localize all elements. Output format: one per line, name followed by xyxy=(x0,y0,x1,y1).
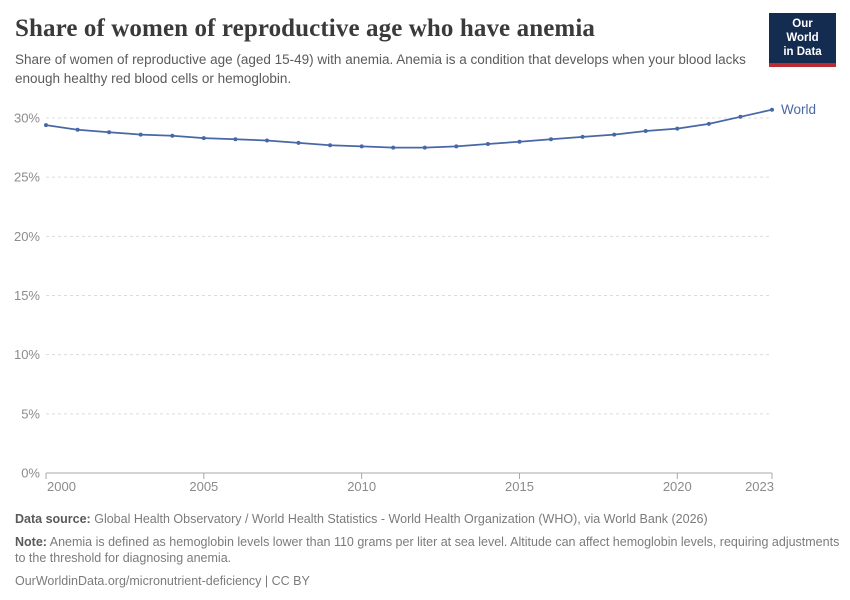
citation[interactable]: OurWorldinData.org/micronutrient-deficie… xyxy=(15,573,310,588)
chart-header: Share of women of reproductive age who h… xyxy=(0,0,850,88)
world-data-point[interactable] xyxy=(643,129,648,133)
y-tick-label: 15% xyxy=(14,288,40,303)
world-data-point[interactable] xyxy=(138,132,143,137)
note-text: Anemia is defined as hemoglobin levels l… xyxy=(15,534,840,566)
world-data-point[interactable] xyxy=(706,121,711,126)
world-data-point[interactable] xyxy=(75,127,80,132)
x-tick-label: 2020 xyxy=(663,479,692,494)
y-tick-label: 5% xyxy=(21,406,40,421)
data-source-row: Data source: Global Health Observatory /… xyxy=(15,511,843,528)
world-data-point[interactable] xyxy=(738,114,743,119)
chart-subtitle: Share of women of reproductive age (aged… xyxy=(15,52,746,86)
x-tick-label: 2000 xyxy=(47,479,76,494)
world-data-point[interactable] xyxy=(675,126,680,131)
owid-logo-line2: in Data xyxy=(783,45,822,58)
world-data-point[interactable] xyxy=(107,130,112,135)
y-tick-label: 25% xyxy=(14,170,40,185)
world-line[interactable] xyxy=(45,108,773,149)
x-tick-label: 2010 xyxy=(347,479,376,494)
world-data-point[interactable] xyxy=(265,138,269,143)
x-tick-label: 2005 xyxy=(189,479,218,494)
x-tick-label: 2015 xyxy=(505,479,534,494)
world-data-point[interactable] xyxy=(233,137,238,142)
x-tick-label: 2023 xyxy=(745,479,774,494)
world-data-point[interactable] xyxy=(549,137,553,142)
world-data-point[interactable] xyxy=(201,136,206,141)
world-data-point[interactable] xyxy=(612,132,617,137)
world-series-label[interactable]: World xyxy=(781,102,816,117)
page-title: Share of women of reproductive age who h… xyxy=(15,15,595,42)
world-data-point[interactable] xyxy=(170,133,175,138)
y-tick-label: 30% xyxy=(14,111,40,126)
world-data-point[interactable] xyxy=(422,145,427,150)
owid-logo[interactable]: Our World in Data xyxy=(769,13,836,68)
world-data-point[interactable] xyxy=(485,142,490,146)
world-data-point[interactable] xyxy=(296,140,301,145)
y-tick-label: 0% xyxy=(21,466,40,481)
chart-footer: Data source: Global Health Observatory /… xyxy=(15,511,843,595)
world-data-point[interactable] xyxy=(391,145,396,150)
world-data-point[interactable] xyxy=(770,107,774,112)
owid-logo-line1: Our World xyxy=(786,18,819,44)
world-data-point[interactable] xyxy=(359,144,364,149)
world-data-point[interactable] xyxy=(454,144,459,149)
data-source-label: Data source: xyxy=(15,512,91,526)
y-tick-label: 20% xyxy=(14,229,40,244)
world-data-point[interactable] xyxy=(580,134,585,139)
y-tick-label: 10% xyxy=(14,347,40,362)
world-data-point[interactable] xyxy=(517,139,522,144)
data-source-text: Global Health Observatory / World Health… xyxy=(94,512,708,526)
note-label: Note: xyxy=(15,534,47,549)
world-data-point[interactable] xyxy=(44,123,48,128)
note-row: Note: Anemia is defined as hemoglobin le… xyxy=(15,534,843,567)
world-data-point[interactable] xyxy=(328,143,333,148)
